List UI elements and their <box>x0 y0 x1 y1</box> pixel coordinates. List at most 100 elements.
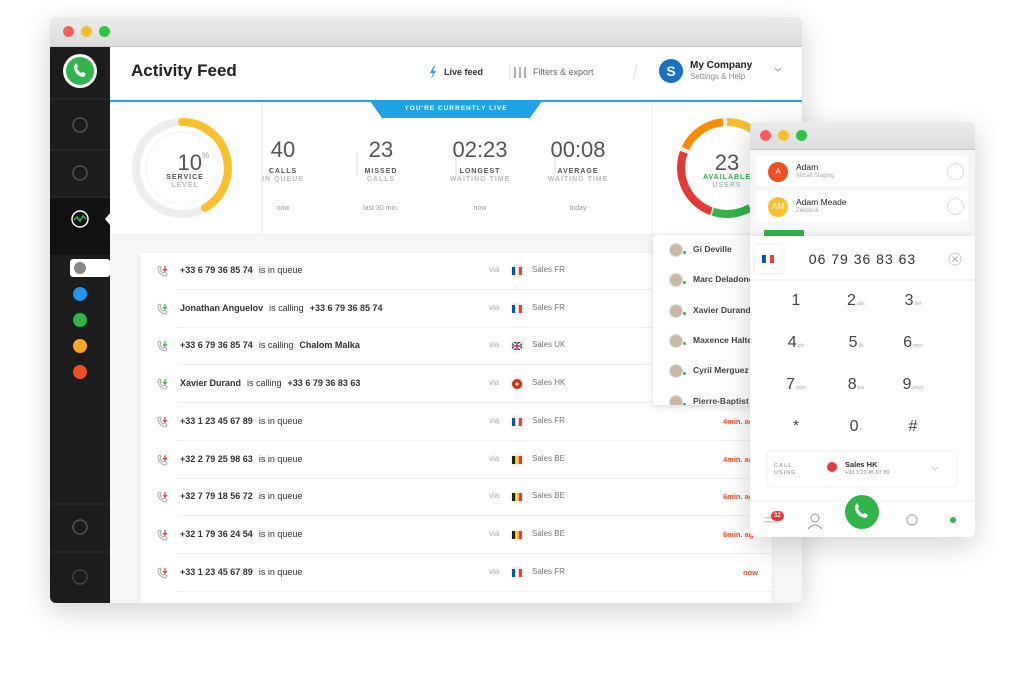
key[interactable]: 4ghi <box>776 334 816 352</box>
key-letters: + <box>859 427 863 433</box>
key[interactable]: 3def <box>893 292 933 310</box>
available-users-label: AVAILABLE <box>702 174 752 181</box>
contacts-icon[interactable] <box>72 165 88 181</box>
app-icon[interactable] <box>73 313 87 327</box>
feed-action: is in queue <box>258 566 303 577</box>
key[interactable]: 6mno <box>893 334 933 352</box>
user-status <box>683 402 686 405</box>
feed-text: +32 1 79 36 24 54 is in queue <box>180 529 302 539</box>
clear-button[interactable] <box>948 252 962 266</box>
live-icon <box>74 262 86 274</box>
key[interactable]: 0+ <box>836 418 876 436</box>
call-icon <box>157 303 168 315</box>
users-gauge-green <box>711 204 752 218</box>
contact-name: Adam <box>796 162 819 172</box>
contact-company: Zendesk <box>796 208 820 214</box>
settings-tab[interactable] <box>906 514 918 526</box>
company-avatar[interactable]: S <box>659 59 683 83</box>
maximize-button[interactable] <box>796 130 807 141</box>
row-divider <box>178 515 772 517</box>
app-icon[interactable] <box>73 287 87 301</box>
user-status <box>683 281 686 285</box>
status-dot[interactable] <box>950 517 956 523</box>
divider <box>632 64 638 80</box>
stat-label: WAITING TIME <box>547 176 609 183</box>
logo[interactable] <box>66 57 94 85</box>
call-using-number: +33 1 23 45 67 89 <box>845 470 890 476</box>
maximize-button[interactable] <box>99 26 110 37</box>
hidden-contact <box>764 230 804 236</box>
key-digit: 0 <box>849 418 859 435</box>
app-icon[interactable] <box>73 339 87 353</box>
feed-subject: Jonathan Anguelov <box>180 302 264 313</box>
user-status <box>683 311 686 315</box>
service-gauge-inner <box>145 131 219 205</box>
tab-filters[interactable]: Filters & export <box>533 67 594 77</box>
key[interactable]: 9wxyz <box>893 376 933 394</box>
feed-object: Chalom Malka <box>299 340 360 351</box>
stat-label: LONGEST <box>459 168 501 175</box>
call-using-box[interactable] <box>766 450 958 488</box>
settings-icon[interactable] <box>72 519 88 535</box>
feed-text: +33 6 79 36 85 74 is in queue <box>180 265 302 275</box>
user-avatar <box>669 243 683 257</box>
feed-text: +33 1 23 45 67 89 is in queue <box>180 567 302 577</box>
stat-label: IN QUEUE <box>262 176 304 183</box>
key[interactable]: 7pqrs <box>776 376 816 394</box>
close-button[interactable] <box>63 26 74 37</box>
status-icon[interactable] <box>72 569 88 585</box>
user-name: Gi Deville <box>693 244 732 254</box>
contact-avatar: A <box>768 162 788 182</box>
contact-call[interactable] <box>947 198 964 215</box>
contact-call[interactable] <box>947 163 964 180</box>
company-subtitle[interactable]: Settings & Help <box>690 72 746 81</box>
minimize-button[interactable] <box>81 26 92 37</box>
key[interactable]: 2abc <box>836 292 876 310</box>
users-gauge-red <box>677 150 713 215</box>
user-status <box>683 251 686 254</box>
stat-label: CALLS <box>268 168 298 175</box>
key[interactable]: # <box>893 418 933 436</box>
app-icon[interactable] <box>73 365 87 379</box>
feed-row: +33 1 23 45 67 89 is in queue via Sales FR 4… <box>140 404 772 441</box>
flag <box>510 527 524 542</box>
available-users-value: 23 <box>714 150 740 175</box>
key-letters: abc <box>856 301 865 307</box>
minimize-button[interactable] <box>778 130 789 141</box>
stat-value: 23 <box>368 137 394 162</box>
call-using-line: Sales HK <box>845 460 878 469</box>
chevron[interactable] <box>774 67 782 73</box>
stat-value: 40 <box>270 137 296 162</box>
contacts-list: A Adam Aircall Staging AM Adam Meade Zendesk <box>750 150 975 236</box>
feed-subject: +32 2 79 25 98 63 <box>180 453 253 464</box>
close-button[interactable] <box>760 130 771 141</box>
row-divider <box>178 590 772 592</box>
feed-text: +33 6 79 36 85 74 is calling Chalom Malka <box>180 340 360 350</box>
feed-subject: +33 1 23 45 67 89 <box>180 415 253 426</box>
key[interactable]: 8tuv <box>836 376 876 394</box>
feed-line: Sales UK <box>532 340 566 350</box>
user-name: Maxence Halte <box>693 334 753 345</box>
flag <box>510 414 524 429</box>
feed-row: +33 6 79 36 85 74 is calling Chalom Malka v… <box>140 328 772 366</box>
key[interactable]: * <box>776 418 816 436</box>
contacts-tab[interactable] <box>810 513 820 523</box>
title-bar <box>750 122 975 150</box>
key-digit: 8 <box>847 376 857 393</box>
company-name[interactable]: My Company <box>690 60 753 71</box>
call-icon <box>157 529 168 541</box>
key-digit: 1 <box>791 292 801 309</box>
key-digit: 7 <box>786 376 796 393</box>
key[interactable]: 5jkl <box>836 334 876 352</box>
users-gauge-orange <box>681 118 724 151</box>
tab-live-feed[interactable]: Live feed <box>444 67 484 77</box>
row-divider <box>178 477 772 479</box>
dialer-window: A Adam Aircall Staging AM Adam Meade Zendesk … <box>750 122 975 537</box>
history-icon[interactable] <box>72 117 88 133</box>
user-avatar <box>669 364 683 379</box>
key[interactable]: 1 <box>776 292 816 310</box>
available-users-label: USERS <box>712 182 742 189</box>
key-digit: 4 <box>787 334 797 351</box>
call-icon <box>157 491 168 503</box>
call-button[interactable] <box>845 495 879 529</box>
